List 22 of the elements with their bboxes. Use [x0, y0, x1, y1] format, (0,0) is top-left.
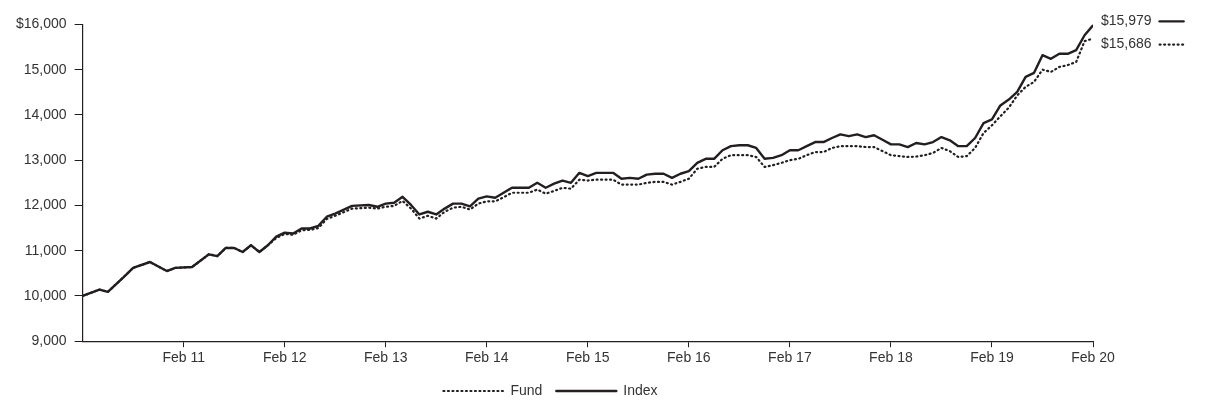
- data-label: $15,979: [1101, 12, 1152, 29]
- x-tick-label: Feb 18: [869, 349, 913, 366]
- y-tick-label: 10,000: [23, 286, 67, 303]
- legend-label: Index: [623, 381, 658, 398]
- x-tick-label: Feb 11: [162, 349, 206, 366]
- y-tick-label: $16,000: [16, 15, 67, 32]
- y-tick-label: 9,000: [31, 332, 67, 349]
- x-tick-label: Feb 20: [1071, 349, 1115, 366]
- data-label: $15,686: [1101, 35, 1152, 52]
- legend-label: Fund: [510, 381, 543, 398]
- y-tick-label: 11,000: [24, 241, 67, 258]
- x-tick-label: Feb 16: [667, 349, 711, 366]
- y-tick-label: 13,000: [23, 151, 67, 168]
- x-tick-label: Feb 17: [768, 349, 812, 366]
- y-tick-label: 14,000: [23, 105, 67, 122]
- x-tick-label: Feb 19: [970, 349, 1014, 366]
- x-tick-label: Feb 13: [363, 349, 408, 366]
- x-tick-label: Feb 14: [464, 349, 509, 366]
- x-tick-label: Feb 15: [566, 349, 610, 366]
- y-tick-label: 12,000: [23, 196, 67, 213]
- y-tick-label: 15,000: [23, 60, 67, 77]
- x-tick-label: Feb 12: [262, 349, 307, 366]
